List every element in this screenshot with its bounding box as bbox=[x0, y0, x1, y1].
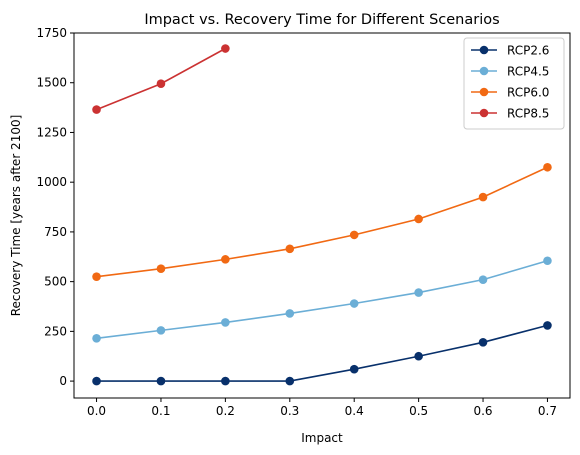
legend-marker bbox=[479, 45, 489, 55]
data-point bbox=[221, 376, 230, 386]
x-axis: 0.0 0.1 0.2 0.3 0.4 0.5 0.6 0.7 bbox=[87, 398, 557, 418]
y-tick-label: 1250 bbox=[36, 125, 67, 139]
legend-item: RCP4.5 bbox=[471, 65, 549, 79]
legend-marker bbox=[479, 108, 489, 118]
data-point bbox=[92, 376, 101, 386]
data-point bbox=[478, 192, 488, 202]
x-tick-label: 0.0 bbox=[87, 404, 106, 418]
y-tick-label: 1000 bbox=[36, 175, 67, 189]
data-point bbox=[92, 105, 101, 114]
x-tick-label: 0.1 bbox=[151, 404, 170, 418]
x-tick-label: 0.2 bbox=[216, 404, 235, 418]
data-point bbox=[414, 288, 423, 297]
data-point bbox=[543, 321, 552, 330]
y-tick-label: 1750 bbox=[36, 26, 67, 40]
data-point bbox=[92, 334, 101, 343]
data-point bbox=[156, 326, 166, 335]
legend-box bbox=[463, 37, 565, 130]
data-point bbox=[285, 244, 295, 254]
legend-item: RCP8.5 bbox=[471, 107, 549, 121]
data-point bbox=[156, 376, 166, 386]
data-point bbox=[221, 318, 230, 327]
x-tick-label: 0.3 bbox=[280, 404, 299, 418]
series-line bbox=[96, 47, 226, 111]
chart-title: Impact vs. Recovery Time for Different S… bbox=[144, 12, 499, 28]
legend-label: RCP6.0 bbox=[507, 86, 549, 100]
series-line bbox=[96, 259, 548, 340]
data-point bbox=[156, 264, 166, 274]
series-rcp8-5 bbox=[92, 44, 230, 114]
data-point bbox=[543, 162, 552, 172]
y-tick-label: 500 bbox=[44, 275, 67, 289]
data-point bbox=[156, 79, 166, 89]
legend-item: RCP2.6 bbox=[471, 44, 549, 58]
data-point bbox=[221, 44, 230, 53]
y-axis: 0 250 500 750 1000 1250 1500 1750 bbox=[36, 26, 74, 388]
data-point bbox=[349, 230, 359, 240]
data-point bbox=[543, 256, 552, 266]
legend-label: RCP4.5 bbox=[507, 65, 549, 79]
data-point bbox=[349, 364, 359, 374]
x-tick-label: 0.7 bbox=[538, 404, 557, 418]
data-point bbox=[285, 376, 295, 386]
y-axis-label: Recovery Time [years after 2100] bbox=[9, 115, 23, 317]
data-point bbox=[285, 309, 295, 318]
series-rcp6-0 bbox=[92, 162, 552, 281]
y-tick-label: 1500 bbox=[36, 76, 67, 90]
data-point bbox=[221, 255, 230, 264]
x-tick-label: 0.5 bbox=[409, 404, 428, 418]
y-tick-label: 750 bbox=[44, 225, 67, 239]
data-point bbox=[478, 275, 488, 284]
data-point bbox=[349, 299, 359, 308]
legend: RCP2.6 RCP4.5 RCP6.0 RCP8.5 bbox=[463, 37, 565, 130]
series-rcp4-5 bbox=[92, 256, 552, 343]
data-point bbox=[478, 338, 488, 347]
legend-marker bbox=[479, 66, 489, 76]
x-axis-label: Impact bbox=[301, 431, 343, 445]
data-point bbox=[414, 351, 423, 361]
legend-label: RCP2.6 bbox=[507, 44, 549, 58]
legend-label: RCP8.5 bbox=[507, 107, 549, 121]
data-point bbox=[92, 272, 101, 281]
series-line bbox=[96, 324, 548, 382]
plot-frame bbox=[73, 32, 571, 399]
series-rcp2-6 bbox=[92, 321, 552, 386]
y-tick-label: 0 bbox=[59, 374, 67, 388]
series-line bbox=[96, 166, 548, 278]
legend-item: RCP6.0 bbox=[471, 86, 549, 100]
x-tick-label: 0.4 bbox=[345, 404, 364, 418]
data-point bbox=[414, 214, 423, 224]
y-tick-label: 250 bbox=[44, 324, 67, 338]
legend-marker bbox=[479, 87, 489, 97]
series-layer bbox=[92, 44, 552, 386]
x-tick-label: 0.6 bbox=[473, 404, 492, 418]
